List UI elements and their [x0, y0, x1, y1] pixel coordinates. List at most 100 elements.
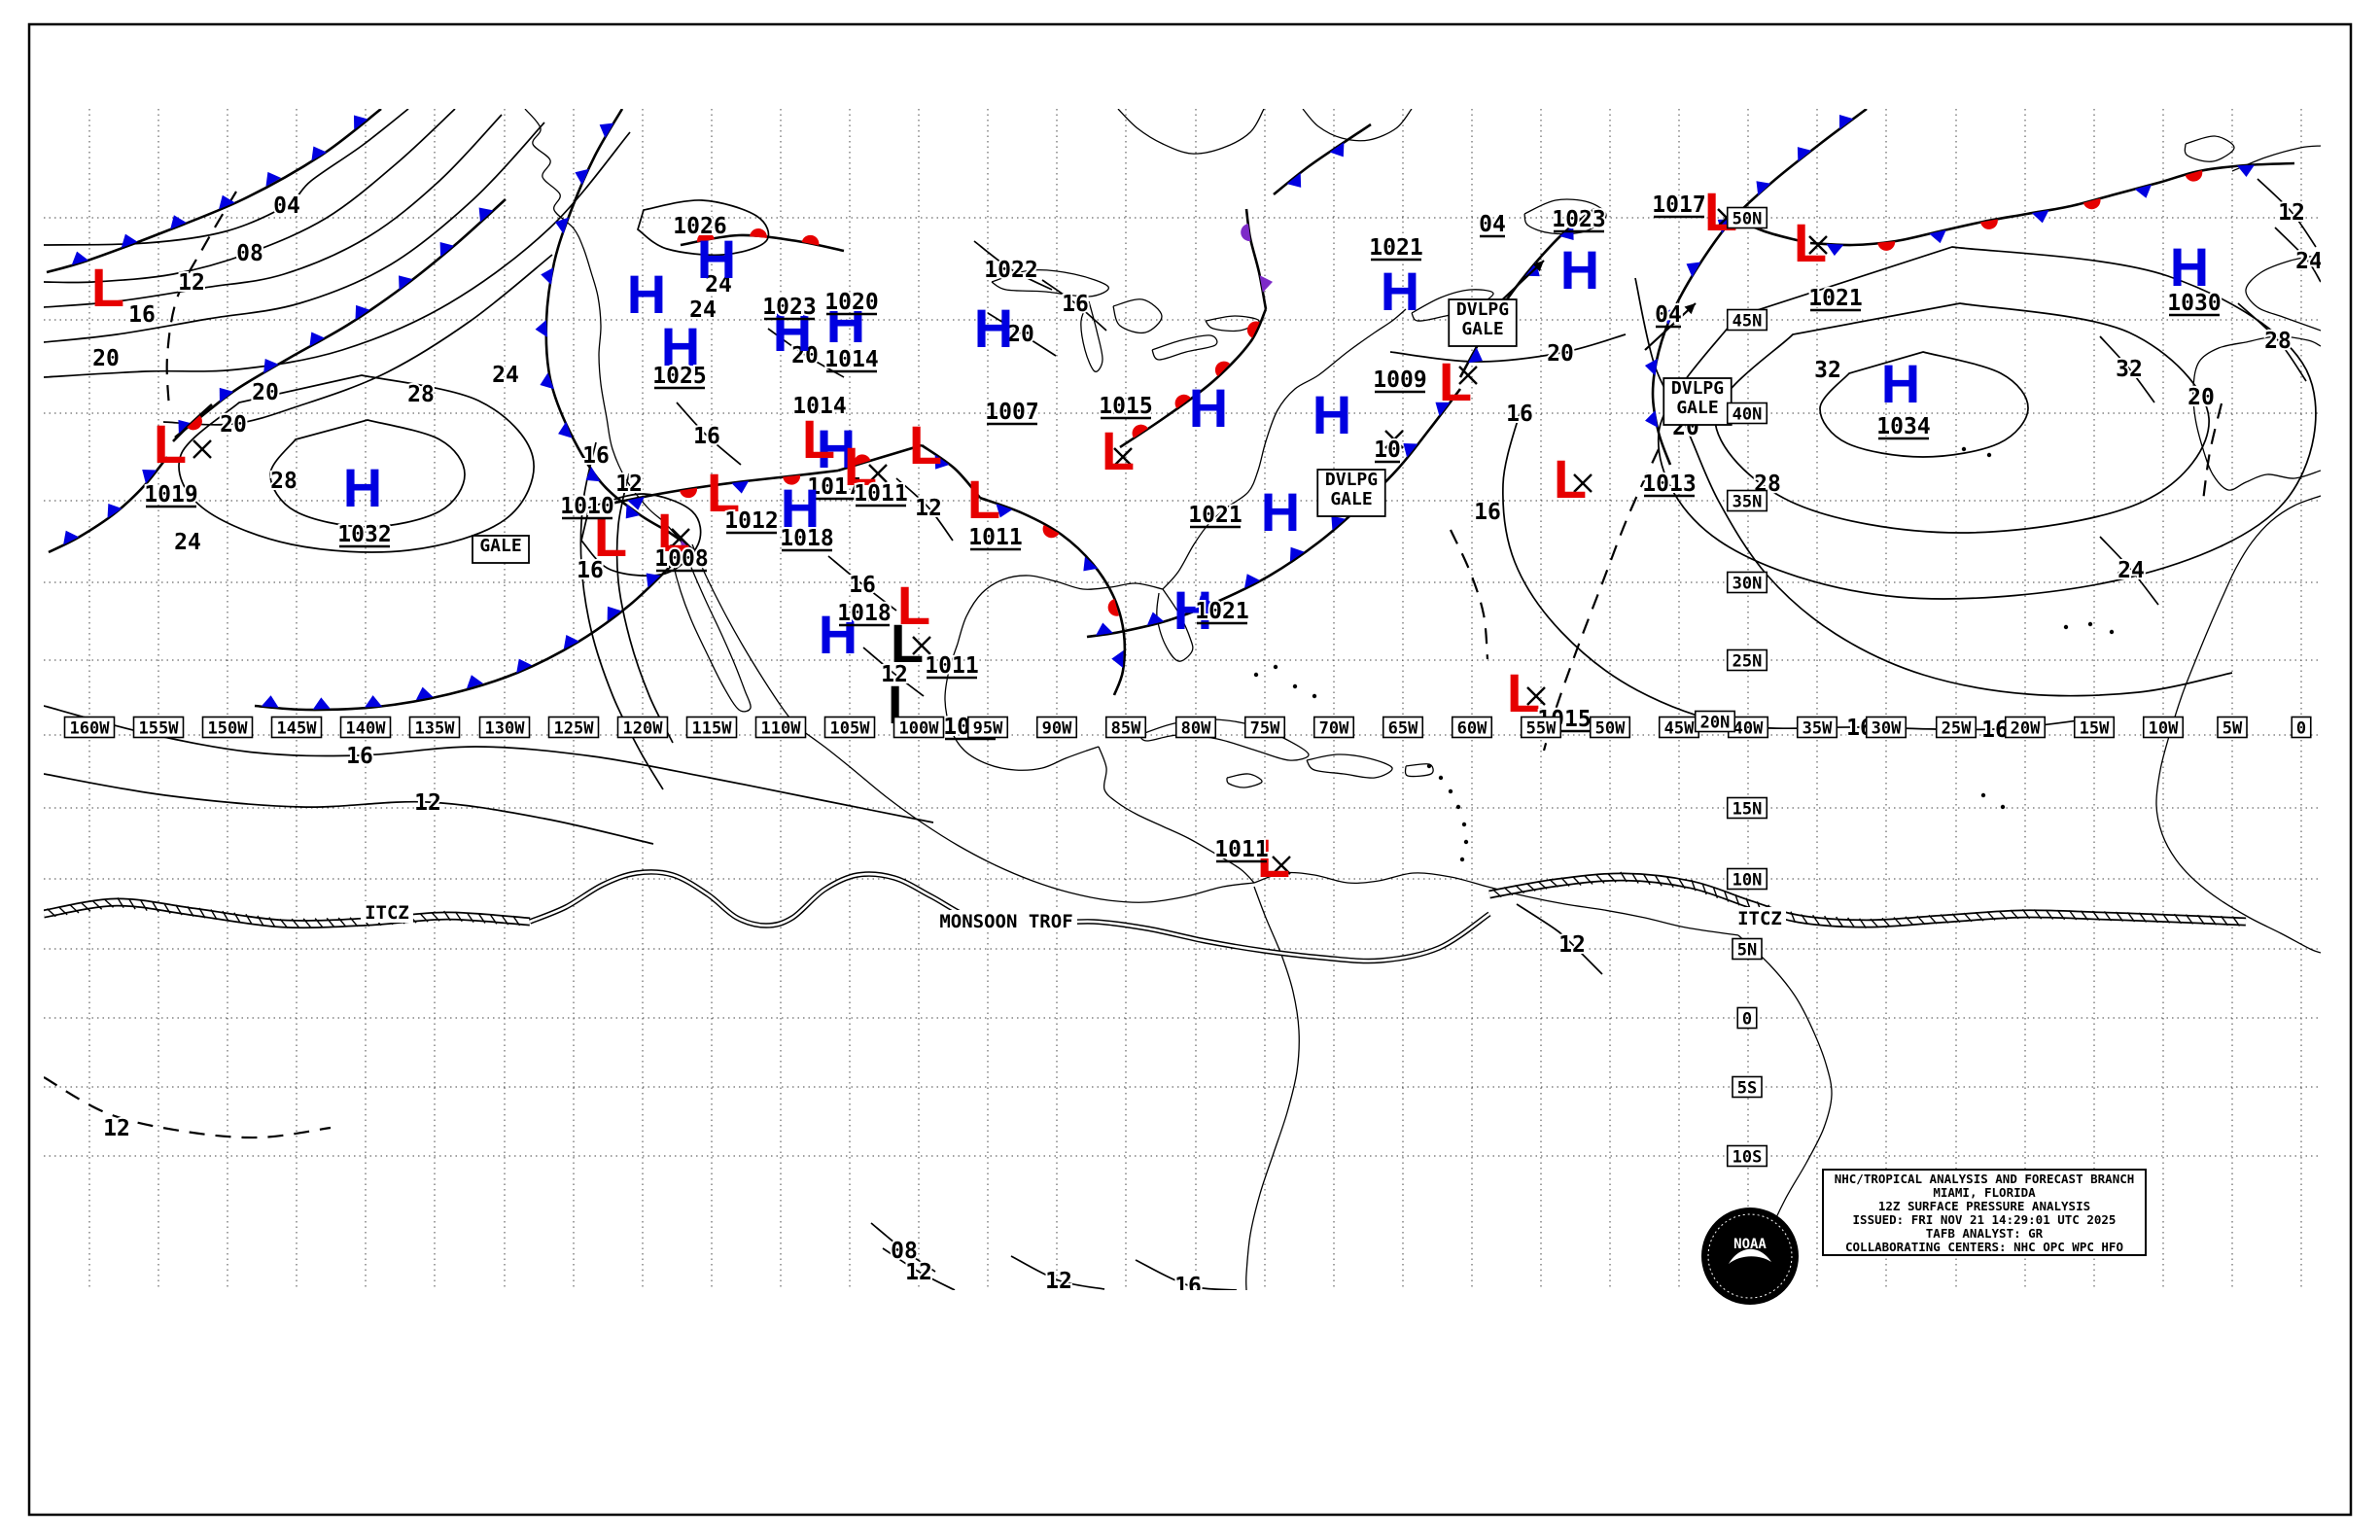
- front-line: [979, 496, 1127, 696]
- cold-front-pip: [1289, 546, 1305, 562]
- itcz-hatch-tick: [198, 907, 206, 919]
- feature-label-text: ITCZ: [365, 902, 409, 924]
- contour-label: 12: [178, 270, 205, 296]
- lon-label-text: 120W: [623, 719, 664, 739]
- itcz-hatch-tick: [419, 912, 429, 923]
- coastline: [1404, 763, 1434, 778]
- cold-front-pip: [365, 695, 383, 708]
- itcz-hatch-tick: [337, 917, 347, 928]
- lon-label: 60W: [1451, 716, 1493, 739]
- front-cold: [535, 109, 668, 533]
- cold-front-pip: [265, 171, 282, 187]
- itcz-hatch-tick: [302, 918, 312, 928]
- coastline: [944, 643, 1100, 771]
- lon-label-frame: [63, 716, 116, 739]
- low-position-x: [1272, 856, 1291, 875]
- isobar: [579, 441, 664, 790]
- lat-label-text: 35N: [1732, 493, 1763, 512]
- cold-front-pip: [1096, 622, 1113, 636]
- lon-label: 120W: [616, 716, 669, 739]
- feature-label: ITCZ: [1733, 907, 1786, 929]
- warning-box-label: DVLPG: [1325, 470, 1378, 490]
- itcz-hatch-tick: [69, 904, 80, 914]
- cold-front-pip: [1435, 402, 1451, 417]
- low-position-x: [1526, 686, 1546, 706]
- itcz-hatch-tick: [1655, 875, 1662, 887]
- lon-label: 50W: [1589, 716, 1631, 739]
- itcz-hatch-tick: [1812, 914, 1820, 926]
- itcz-hatch-tick: [314, 918, 324, 928]
- cold-front-pip: [142, 470, 158, 484]
- lon-label: 65W: [1382, 716, 1424, 739]
- itcz-hatch-tick: [1836, 916, 1843, 928]
- high-center: H: [1189, 377, 1228, 438]
- lon-label: 45W: [1658, 716, 1700, 739]
- contour-label: 24: [2295, 249, 2323, 274]
- high-center: H: [1560, 239, 1599, 300]
- x-stroke: [1526, 686, 1546, 706]
- lon-label-frame: [408, 716, 461, 739]
- info-line-branch: NHC/TROPICAL ANALYSIS AND FORECAST BRANC…: [1835, 1172, 2135, 1186]
- front-occluded: [1241, 208, 1274, 310]
- warm-front-pip: [1107, 599, 1119, 616]
- lon-label-text: 50W: [1595, 719, 1626, 739]
- cold-front-pip: [607, 606, 622, 621]
- lon-label: 140W: [339, 716, 392, 739]
- high-center: H: [343, 457, 382, 518]
- cold-front-pip: [1797, 147, 1812, 162]
- low-center: L: [657, 502, 690, 563]
- feature-label-text: MONSOON TROF: [939, 911, 1072, 932]
- isobar: [1657, 246, 2317, 600]
- itcz-hatch-tick: [2010, 909, 2019, 920]
- isobars: [44, 109, 2321, 1290]
- warning-box-frame: [1316, 469, 1386, 517]
- itcz-hatch-tick: [1734, 893, 1740, 906]
- cold-front-pip: [2237, 164, 2255, 177]
- warm-front-pip: [1877, 241, 1896, 251]
- itcz-hatch-tick: [1549, 878, 1559, 888]
- cold-front-pip: [585, 466, 601, 482]
- front-warm: [837, 443, 923, 472]
- cold-front-pip: [1196, 595, 1213, 610]
- center-pressure-value: 1009: [1373, 368, 1426, 393]
- itcz-hatch-tick: [443, 910, 451, 922]
- noaa-logo-ring: [1707, 1213, 1793, 1299]
- lon-label: 75W: [1243, 716, 1286, 739]
- contour-label: 16: [577, 558, 604, 583]
- cold-front-pip: [1286, 172, 1302, 188]
- coastline: [670, 540, 752, 713]
- lon-label: 55W: [1520, 716, 1562, 739]
- isobar: [637, 199, 770, 257]
- cold-front-pip: [219, 387, 234, 402]
- island-dot: [1312, 693, 1317, 699]
- front-warm: [680, 228, 845, 253]
- lat-label-text: 25N: [1732, 652, 1763, 672]
- isobar: [44, 773, 654, 845]
- warning-box-label: DVLPG: [1671, 378, 1724, 399]
- x-stroke: [192, 439, 212, 459]
- itcz-hatch-tick: [1975, 911, 1984, 922]
- lon-label-frame: [2073, 716, 2116, 739]
- itcz-hatch-tick: [1951, 913, 1961, 924]
- trough-dashed: [165, 191, 237, 409]
- warm-front-pip: [2082, 197, 2101, 210]
- itcz-hatch-tick: [1572, 876, 1582, 886]
- high-center: H: [1381, 261, 1419, 322]
- lat-label-text: 40N: [1732, 405, 1763, 425]
- contour-label: 16: [849, 573, 876, 598]
- graticule: [44, 109, 2321, 1290]
- lat-label-frame: [1732, 937, 1763, 961]
- lat-label: 0: [1736, 1006, 1758, 1030]
- itcz-hatch-tick: [2103, 911, 2113, 922]
- coastline: [1226, 773, 1263, 788]
- lon-label-text: 5W: [2222, 719, 2243, 739]
- front-cold: [1644, 109, 1868, 466]
- itcz-hatch-tick: [1790, 911, 1797, 924]
- island-dot: [1438, 775, 1444, 781]
- warm-front-pip: [2185, 170, 2203, 182]
- cold-front-pip: [934, 454, 950, 470]
- contour-label: 32: [1814, 358, 1841, 383]
- warning-box-label: DVLPG: [1456, 299, 1509, 320]
